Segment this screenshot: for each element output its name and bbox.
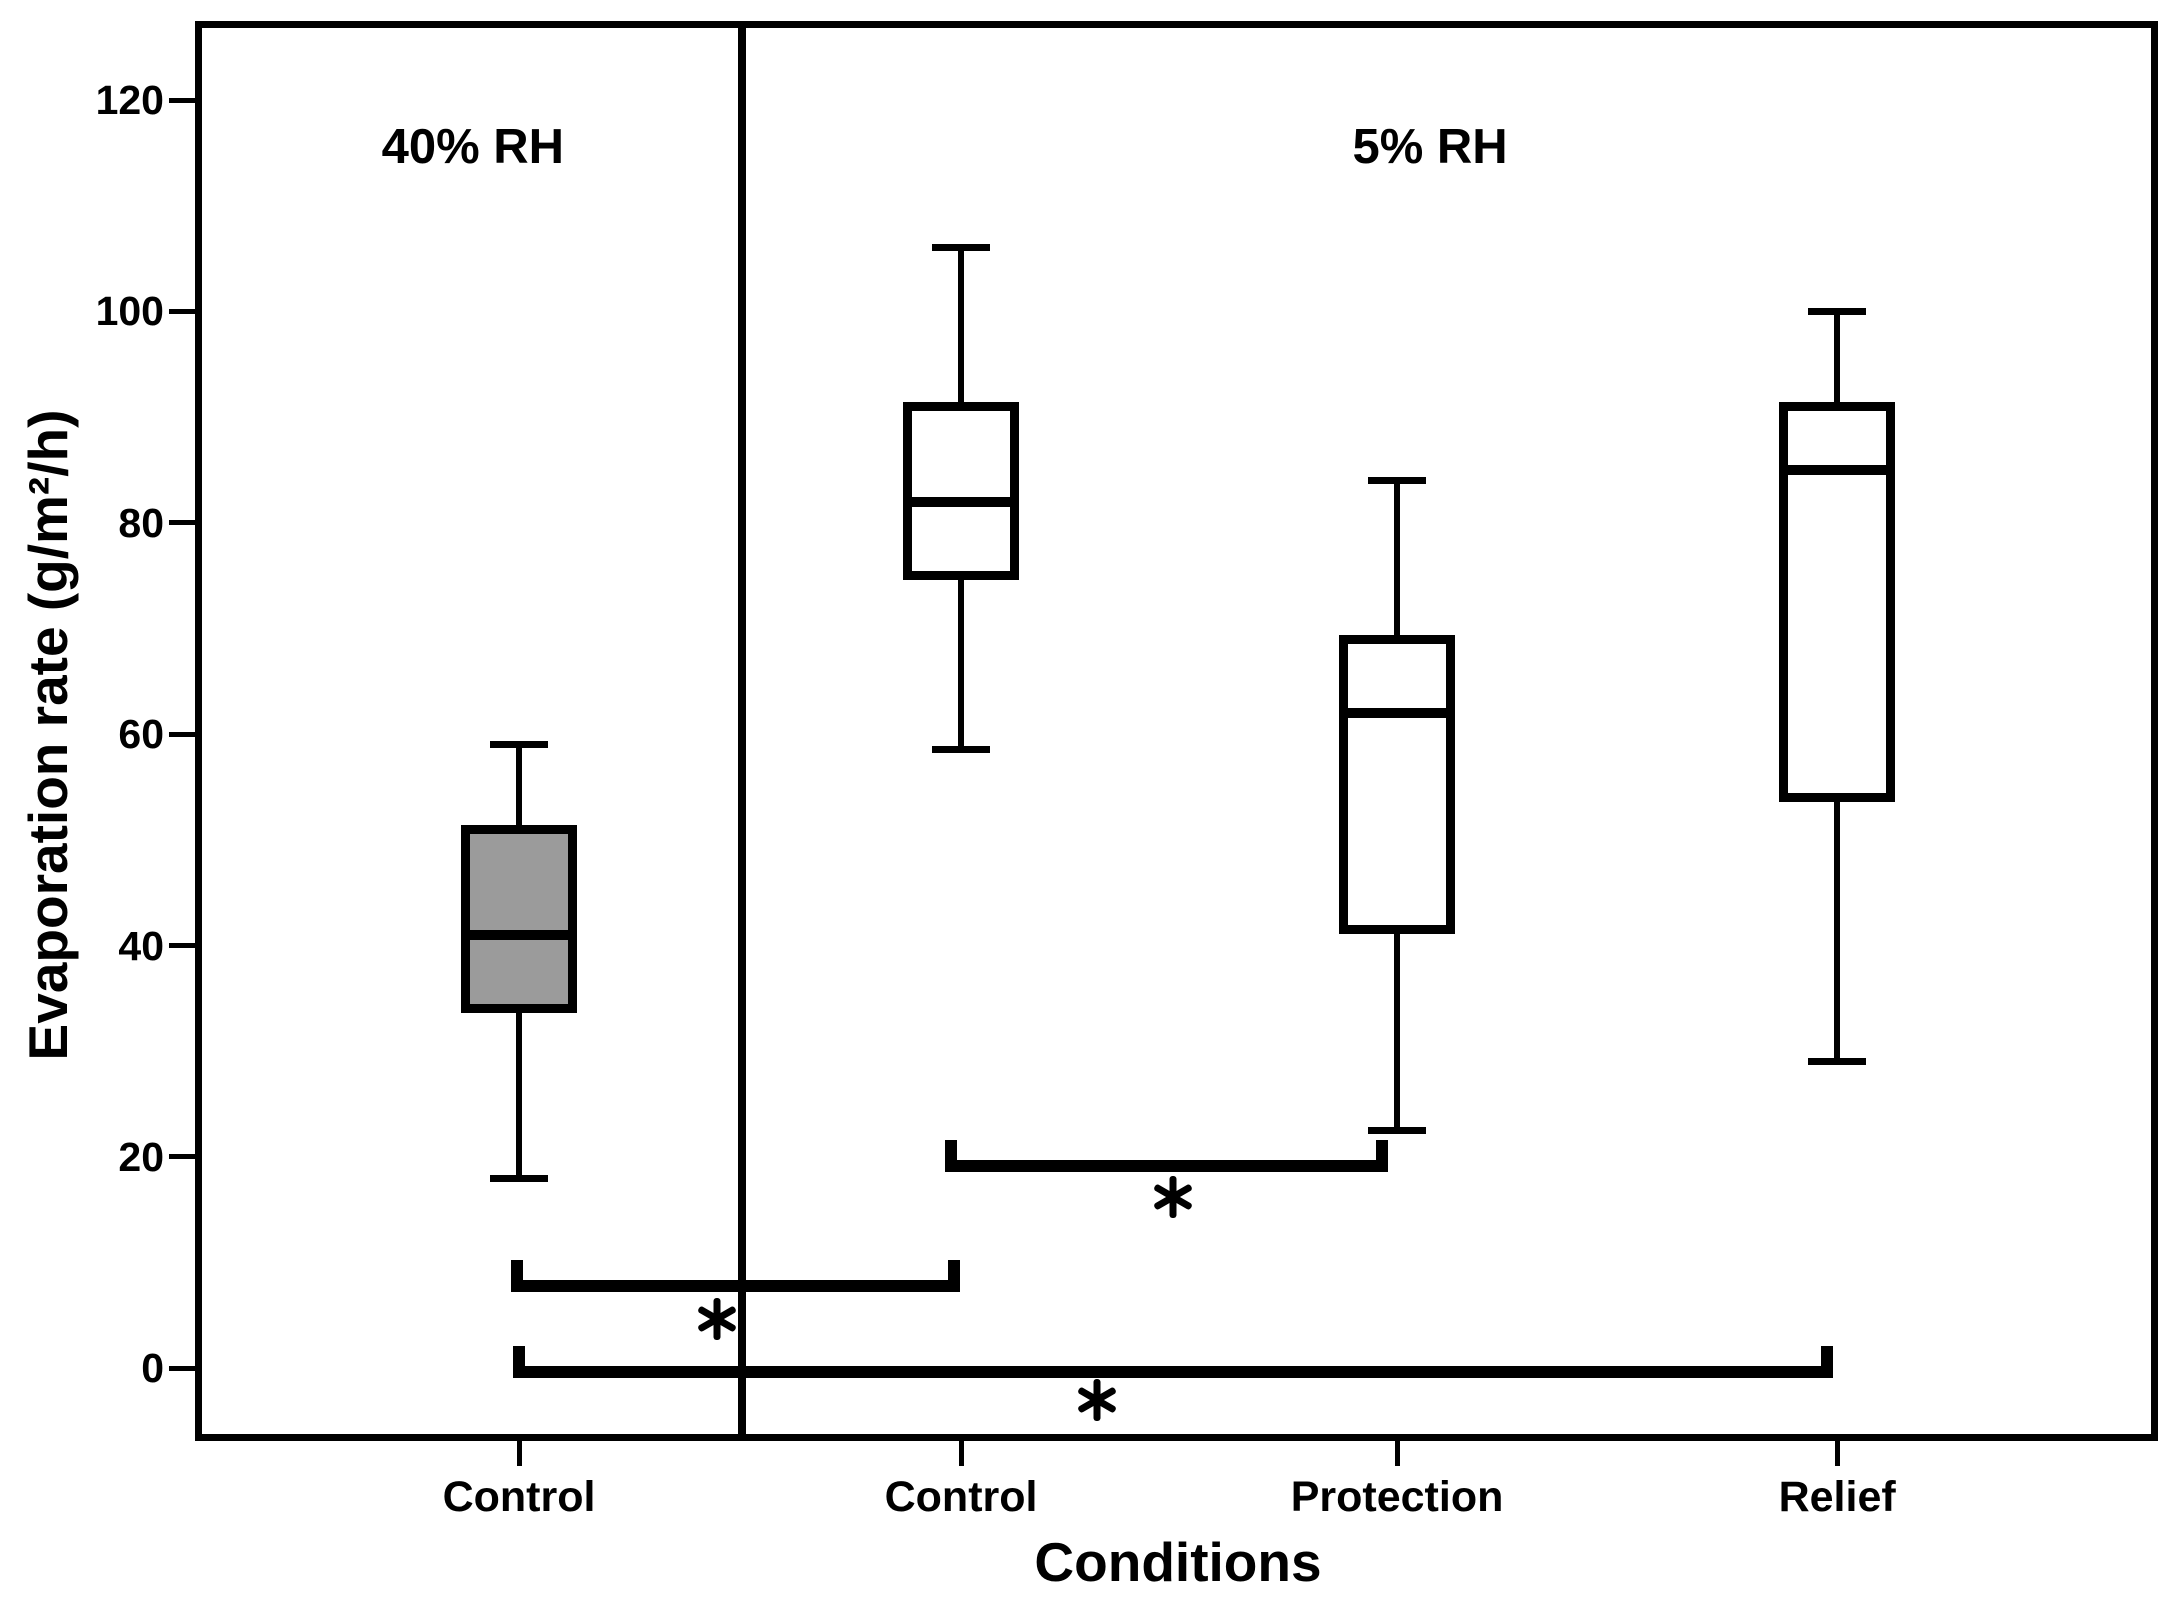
y-tick-mark: [169, 943, 199, 948]
x-tick-mark: [1834, 1438, 1840, 1466]
y-tick-mark: [169, 308, 199, 314]
x-category-label: Protection: [1290, 1473, 1504, 1521]
iqr-box: [461, 824, 577, 1014]
significance-bracket-hook-left: [945, 1140, 958, 1163]
whisker-line: [958, 575, 965, 750]
y-tick-label: 120: [95, 77, 164, 124]
whisker-cap: [932, 746, 991, 754]
region-divider-line: [737, 25, 746, 1438]
iqr-box: [903, 402, 1020, 581]
significance-asterisk-icon: [1150, 1174, 1196, 1220]
significance-bracket-hook-right: [948, 1259, 961, 1282]
x-category-label: Control: [884, 1473, 1038, 1521]
significance-bracket-hook-right: [1376, 1140, 1389, 1163]
iqr-box: [1779, 402, 1896, 803]
whisker-cap: [490, 1174, 548, 1182]
x-category-label: Relief: [1778, 1473, 1896, 1521]
significance-bracket-bar: [510, 1279, 961, 1292]
significance-bracket-hook-left: [512, 1346, 525, 1369]
whisker-cap: [1368, 476, 1427, 484]
whisker-line: [1834, 311, 1841, 407]
whisker-cap: [1808, 1058, 1867, 1066]
median-line: [1779, 464, 1896, 475]
significance-bracket-hook-left: [510, 1259, 523, 1282]
whisker-cap: [1368, 1126, 1427, 1134]
median-line: [1339, 708, 1456, 718]
y-tick-mark: [169, 97, 199, 103]
median-line: [461, 929, 577, 940]
whisker-cap: [1808, 307, 1867, 315]
x-tick-mark: [516, 1438, 522, 1466]
x-axis-title: Conditions: [1034, 1531, 1322, 1593]
whisker-line: [516, 744, 522, 830]
median-line: [903, 496, 1020, 507]
whisker-line: [1394, 929, 1401, 1131]
significance-bracket-bar: [512, 1366, 1834, 1379]
whisker-line: [516, 1008, 522, 1178]
whisker-line: [1394, 480, 1401, 639]
y-tick-label: 20: [118, 1133, 164, 1180]
y-tick-label: 60: [118, 711, 164, 758]
whisker-cap: [490, 741, 548, 749]
y-tick-label: 100: [95, 288, 164, 335]
y-tick-label: 0: [141, 1345, 164, 1392]
y-tick-mark: [169, 731, 199, 737]
y-tick-label: 40: [118, 922, 164, 969]
x-tick-mark: [958, 1438, 964, 1466]
region-label: 40% RH: [381, 119, 565, 174]
significance-asterisk-icon: [694, 1296, 740, 1342]
y-tick-mark: [169, 1154, 199, 1160]
x-tick-mark: [1394, 1438, 1400, 1466]
significance-bracket-bar: [945, 1160, 1389, 1173]
iqr-box: [1339, 634, 1456, 935]
significance-bracket-hook-right: [1821, 1346, 1834, 1369]
whisker-line: [958, 247, 965, 407]
whisker-line: [1834, 797, 1841, 1062]
x-category-label: Control: [442, 1473, 596, 1521]
y-tick-label: 80: [118, 499, 164, 546]
y-tick-mark: [169, 520, 199, 526]
y-axis-title: Evaporation rate (g/m²/h): [17, 409, 79, 1061]
whisker-cap: [932, 244, 991, 252]
significance-asterisk-icon: [1074, 1377, 1120, 1423]
y-tick-mark: [169, 1365, 199, 1371]
region-label: 5% RH: [1352, 119, 1508, 174]
